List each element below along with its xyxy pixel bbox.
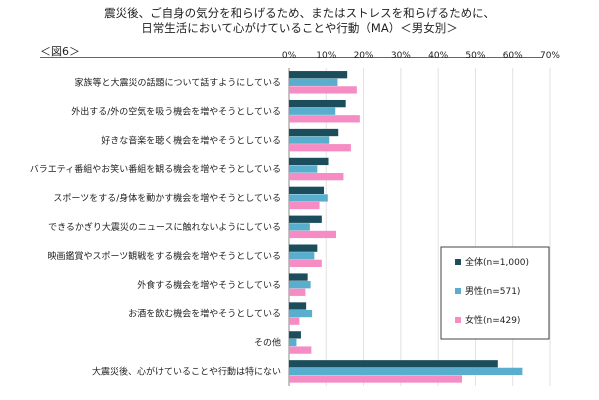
x-tick-label: 60% <box>503 51 523 61</box>
bar <box>289 157 329 166</box>
bar <box>289 375 463 383</box>
bar <box>289 115 360 123</box>
bar <box>289 259 322 268</box>
bar <box>289 186 325 194</box>
bar <box>289 230 336 239</box>
figure-label: ＜図6＞ <box>40 45 80 58</box>
x-tick-label: 40% <box>428 51 448 61</box>
bar <box>289 194 328 202</box>
legend-label: 女性(n=429) <box>465 314 520 326</box>
bar <box>289 165 318 173</box>
bar <box>289 360 498 368</box>
bar <box>289 346 312 354</box>
legend-swatch <box>455 288 461 294</box>
legend-swatch <box>455 259 461 265</box>
figure-label-rule <box>40 57 542 58</box>
category-label: その他 <box>254 337 281 349</box>
bar <box>289 215 322 223</box>
bar <box>289 86 357 94</box>
bar <box>289 302 307 310</box>
bar <box>289 252 315 260</box>
bar <box>289 71 348 79</box>
legend-swatch <box>455 317 461 323</box>
category-label: お酒を飲む機会を増やそうとしている <box>128 308 281 320</box>
category-label: 家族等と大震災の話題について話すようにしている <box>75 76 281 88</box>
x-tick-label: 0% <box>282 51 297 61</box>
bar <box>289 244 318 252</box>
category-label: 映画鑑賞やスポーツ観戦をする機会を増やそうとしている <box>47 250 281 262</box>
category-label: 大震災後、心がけていることや行動は特にない <box>92 366 281 378</box>
x-tick-label: 10% <box>316 51 336 61</box>
bar <box>289 273 308 281</box>
chart-title-line2: 日常生活において心がけていることや行動（MA）＜男女別＞ <box>141 21 458 35</box>
legend-label: 全体(n=1,000) <box>465 256 529 268</box>
legend-label: 男性(n=571) <box>465 285 520 297</box>
bar <box>289 367 523 376</box>
x-tick-label: 30% <box>391 51 411 61</box>
category-label: スポーツをする/身体を動かす機会を増やそうとしている <box>53 192 281 204</box>
bar <box>289 309 313 318</box>
x-tick-label: 50% <box>465 51 485 61</box>
bar <box>289 338 297 347</box>
x-tick-label: 70% <box>540 51 560 61</box>
bar <box>289 107 336 115</box>
category-label: 好きな音楽を聴く機会を増やそうとしている <box>101 134 281 146</box>
chart-title: 震災後、ご自身の気分を和らげるため、またはストレスを和らげるために、 日常生活に… <box>0 6 599 36</box>
bar <box>289 78 338 86</box>
bar <box>289 172 344 181</box>
bar <box>289 99 346 108</box>
category-label: できるかぎり大震災のニュースに触れないようにしている <box>48 221 281 233</box>
chart-title-line1: 震災後、ご自身の気分を和らげるため、またはストレスを和らげるために、 <box>104 6 495 20</box>
bar <box>289 331 301 339</box>
bar <box>289 223 310 231</box>
x-tick-label: 20% <box>354 51 374 61</box>
category-label: 外出する/外の空気を吸う機会を増やそうとしている <box>71 105 281 117</box>
bar <box>289 144 351 152</box>
category-label: バラエティ番組やお笑い番組を観る機会を増やそうとしている <box>30 163 281 175</box>
bar <box>289 281 311 289</box>
bar <box>289 317 300 325</box>
bar <box>289 128 339 137</box>
bar <box>289 201 320 210</box>
bar <box>289 288 306 296</box>
category-label: 外食する機会を増やそうとしている <box>137 279 281 291</box>
bar <box>289 136 330 144</box>
